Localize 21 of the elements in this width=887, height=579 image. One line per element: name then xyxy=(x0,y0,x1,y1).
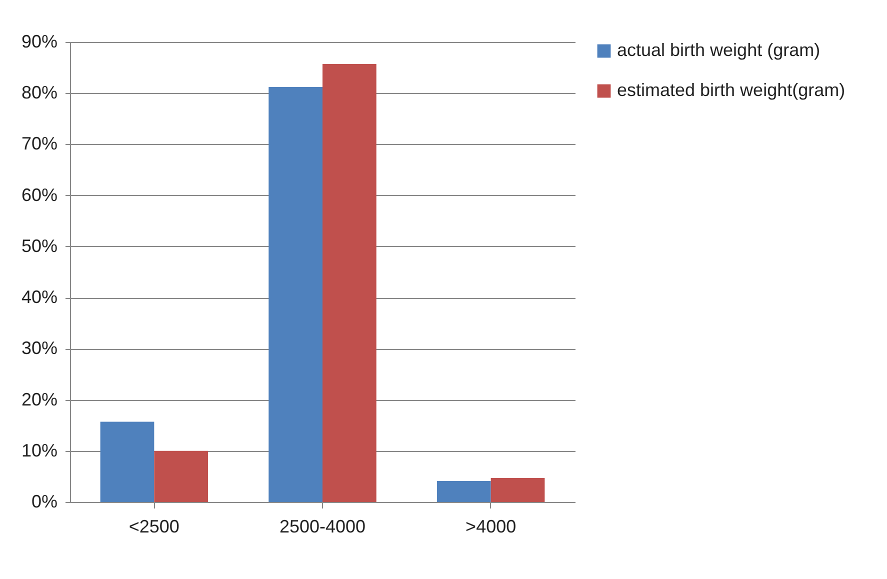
y-tick-label: 40% xyxy=(21,287,58,308)
y-tick-label: 20% xyxy=(21,389,58,410)
legend-label: actual birth weight (gram) xyxy=(617,40,820,60)
legend-label: estimated birth weight(gram) xyxy=(617,80,846,100)
y-tick-label: 50% xyxy=(21,236,58,256)
y-tick-label: 30% xyxy=(21,338,58,358)
bar xyxy=(322,64,376,502)
y-tick-label: 90% xyxy=(21,32,58,52)
x-tick-label: >4000 xyxy=(466,516,516,536)
bar xyxy=(100,422,154,502)
y-tick-label: 80% xyxy=(21,82,58,103)
x-tick-label: 2500-4000 xyxy=(279,516,366,536)
bar xyxy=(436,481,491,502)
y-tick-label: 60% xyxy=(21,184,58,205)
bar xyxy=(268,86,322,502)
y-tick-label: 0% xyxy=(31,492,58,512)
x-tick-label: <2500 xyxy=(128,516,180,536)
y-tick-label: 70% xyxy=(21,134,58,154)
y-tick-label: 10% xyxy=(21,440,58,460)
bar xyxy=(154,450,208,502)
bar xyxy=(490,478,545,502)
